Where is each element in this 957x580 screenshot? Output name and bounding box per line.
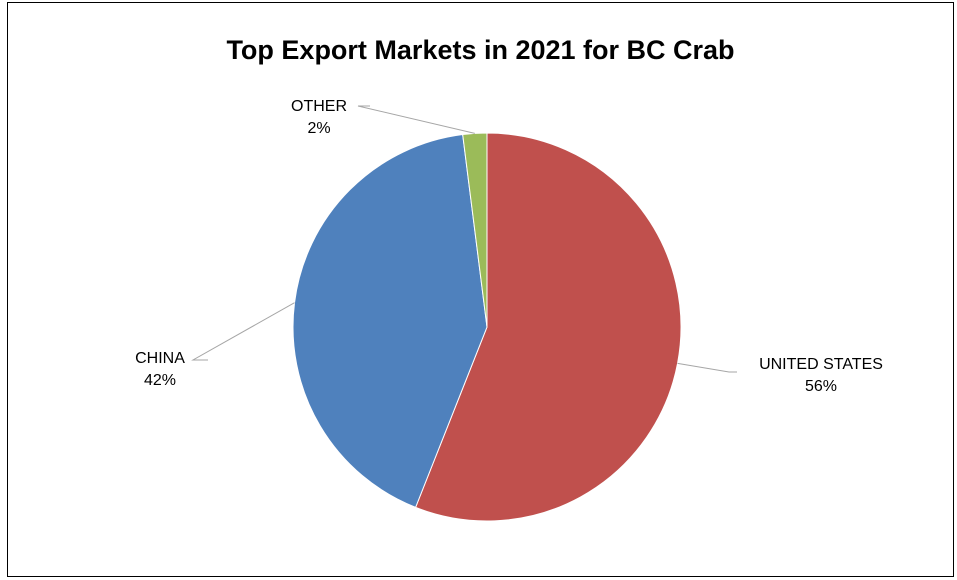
slice-label-other: OTHER 2% xyxy=(274,96,364,140)
slice-label-china-name: CHINA xyxy=(135,350,185,367)
slice-label-other-name: OTHER xyxy=(291,98,347,115)
pie-slice-china xyxy=(292,133,488,509)
slice-label-other-pct: 2% xyxy=(307,120,331,137)
slice-label-united-states: UNITED STATES 56% xyxy=(736,354,906,398)
leader-line-other xyxy=(357,105,475,134)
leader-line-china xyxy=(191,302,295,361)
pie-slice-united-states xyxy=(414,132,682,522)
slice-label-china-pct: 42% xyxy=(143,372,177,389)
slice-label-united-states-pct: 56% xyxy=(804,378,838,395)
leader-line-united-states xyxy=(677,362,737,373)
slice-label-china: CHINA 42% xyxy=(112,348,208,392)
chart-title: Top Export Markets in 2021 for BC Crab xyxy=(226,35,735,65)
slice-label-united-states-name: UNITED STATES xyxy=(759,356,883,373)
